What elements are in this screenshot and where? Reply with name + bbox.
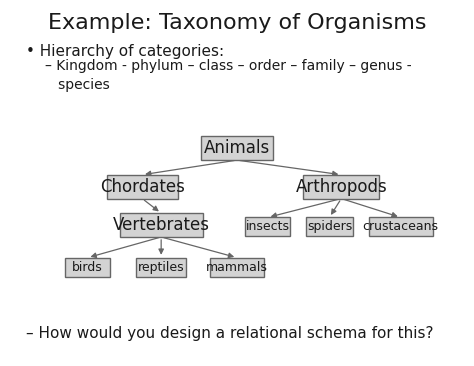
FancyBboxPatch shape [137,258,186,277]
Text: birds: birds [73,261,103,274]
FancyBboxPatch shape [201,137,273,160]
FancyBboxPatch shape [65,258,110,277]
FancyBboxPatch shape [303,175,379,198]
FancyBboxPatch shape [306,217,353,236]
Text: Arthropods: Arthropods [295,178,387,196]
Text: Animals: Animals [204,139,270,157]
FancyBboxPatch shape [120,213,203,237]
Text: • Hierarchy of categories:: • Hierarchy of categories: [26,44,224,59]
Text: Vertebrates: Vertebrates [113,216,210,234]
FancyBboxPatch shape [107,175,178,198]
FancyBboxPatch shape [246,217,290,236]
Text: reptiles: reptiles [138,261,184,274]
Text: – How would you design a relational schema for this?: – How would you design a relational sche… [26,326,434,341]
Text: Chordates: Chordates [100,178,185,196]
Text: insects: insects [246,220,290,234]
Text: spiders: spiders [307,220,352,234]
FancyBboxPatch shape [368,217,432,236]
Text: Example: Taxonomy of Organisms: Example: Taxonomy of Organisms [48,13,426,33]
FancyBboxPatch shape [210,258,264,277]
Text: – Kingdom - phylum – class – order – family – genus -
   species: – Kingdom - phylum – class – order – fam… [45,59,411,92]
Text: crustaceans: crustaceans [363,220,438,234]
Text: mammals: mammals [206,261,268,274]
